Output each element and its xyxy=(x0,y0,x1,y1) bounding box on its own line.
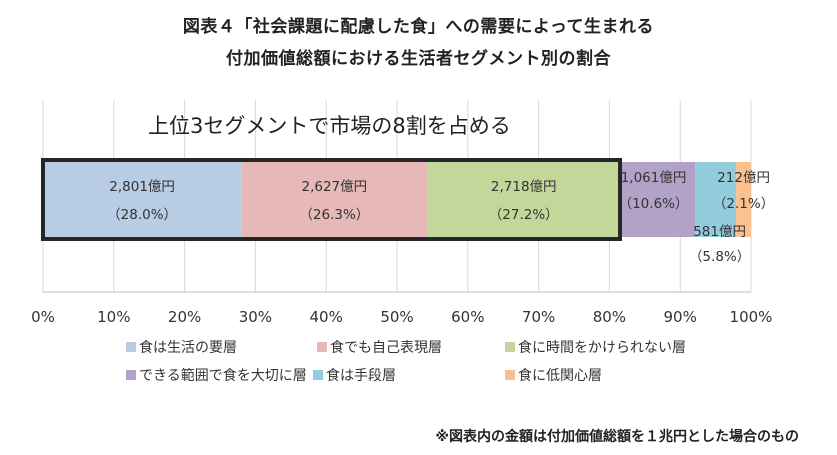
data-label-percent: （2.1%） xyxy=(713,196,774,212)
chart-title-line1: 図表４「社会課題に配慮した食」への需要によって生まれる xyxy=(182,17,655,37)
bar-segment-6 xyxy=(736,162,751,237)
annotation-text: 上位3セグメントで市場の8割を占める xyxy=(148,114,511,138)
legend-label: 食に低関心層 xyxy=(518,367,602,384)
data-label-amount: 2,718億円 xyxy=(491,179,557,195)
legend-swatch xyxy=(126,342,136,352)
x-tick-label: 10% xyxy=(97,308,130,326)
data-label-percent: （10.6%） xyxy=(619,196,689,212)
data-label-amount: 212億円 xyxy=(717,170,770,186)
x-tick-label: 0% xyxy=(31,308,55,326)
legend-label: できる範囲で食を大切に層 xyxy=(139,367,307,384)
x-tick-label: 70% xyxy=(522,308,555,326)
legend-swatch xyxy=(126,370,136,380)
data-label-amount: 2,627億円 xyxy=(302,179,368,195)
bar-segment-3 xyxy=(427,162,621,237)
data-label-amount: 2,801億円 xyxy=(109,179,175,195)
legend-swatch xyxy=(505,370,515,380)
legend-label: 食に時間をかけられない層 xyxy=(518,339,686,356)
bar-segment-2 xyxy=(241,162,428,237)
x-tick-label: 80% xyxy=(593,308,626,326)
x-tick-label: 60% xyxy=(451,308,484,326)
footnote: ※図表内の金額は付加価値総額を１兆円とした場合のもの xyxy=(435,429,799,445)
data-label-percent: （5.8%） xyxy=(689,249,750,265)
bar-segment-1 xyxy=(43,162,242,237)
highlight-box xyxy=(41,158,623,241)
legend-swatch xyxy=(505,342,515,352)
x-tick-label: 100% xyxy=(730,308,773,326)
x-tick-label: 20% xyxy=(168,308,201,326)
x-tick-label: 90% xyxy=(664,308,697,326)
legend-label: 食でも自己表現層 xyxy=(330,339,442,356)
x-tick-label: 30% xyxy=(239,308,272,326)
bar-segment-4 xyxy=(620,162,696,237)
chart-title-line2: 付加価値総額における生活者セグメント別の割合 xyxy=(226,49,611,69)
data-label-amount: 1,061億円 xyxy=(621,170,687,186)
data-label-percent: （27.2%） xyxy=(489,207,559,223)
data-label-amount: 581億円 xyxy=(693,224,746,240)
legend-swatch xyxy=(313,370,323,380)
data-label-percent: （26.3%） xyxy=(299,207,369,223)
legend-label: 食は生活の要層 xyxy=(139,339,237,356)
data-label-percent: （28.0%） xyxy=(107,207,177,223)
bar-segment-5 xyxy=(695,162,737,237)
x-tick-label: 40% xyxy=(310,308,343,326)
legend-label: 食は手段層 xyxy=(326,367,396,384)
x-tick-label: 50% xyxy=(380,308,413,326)
legend-swatch xyxy=(317,342,327,352)
